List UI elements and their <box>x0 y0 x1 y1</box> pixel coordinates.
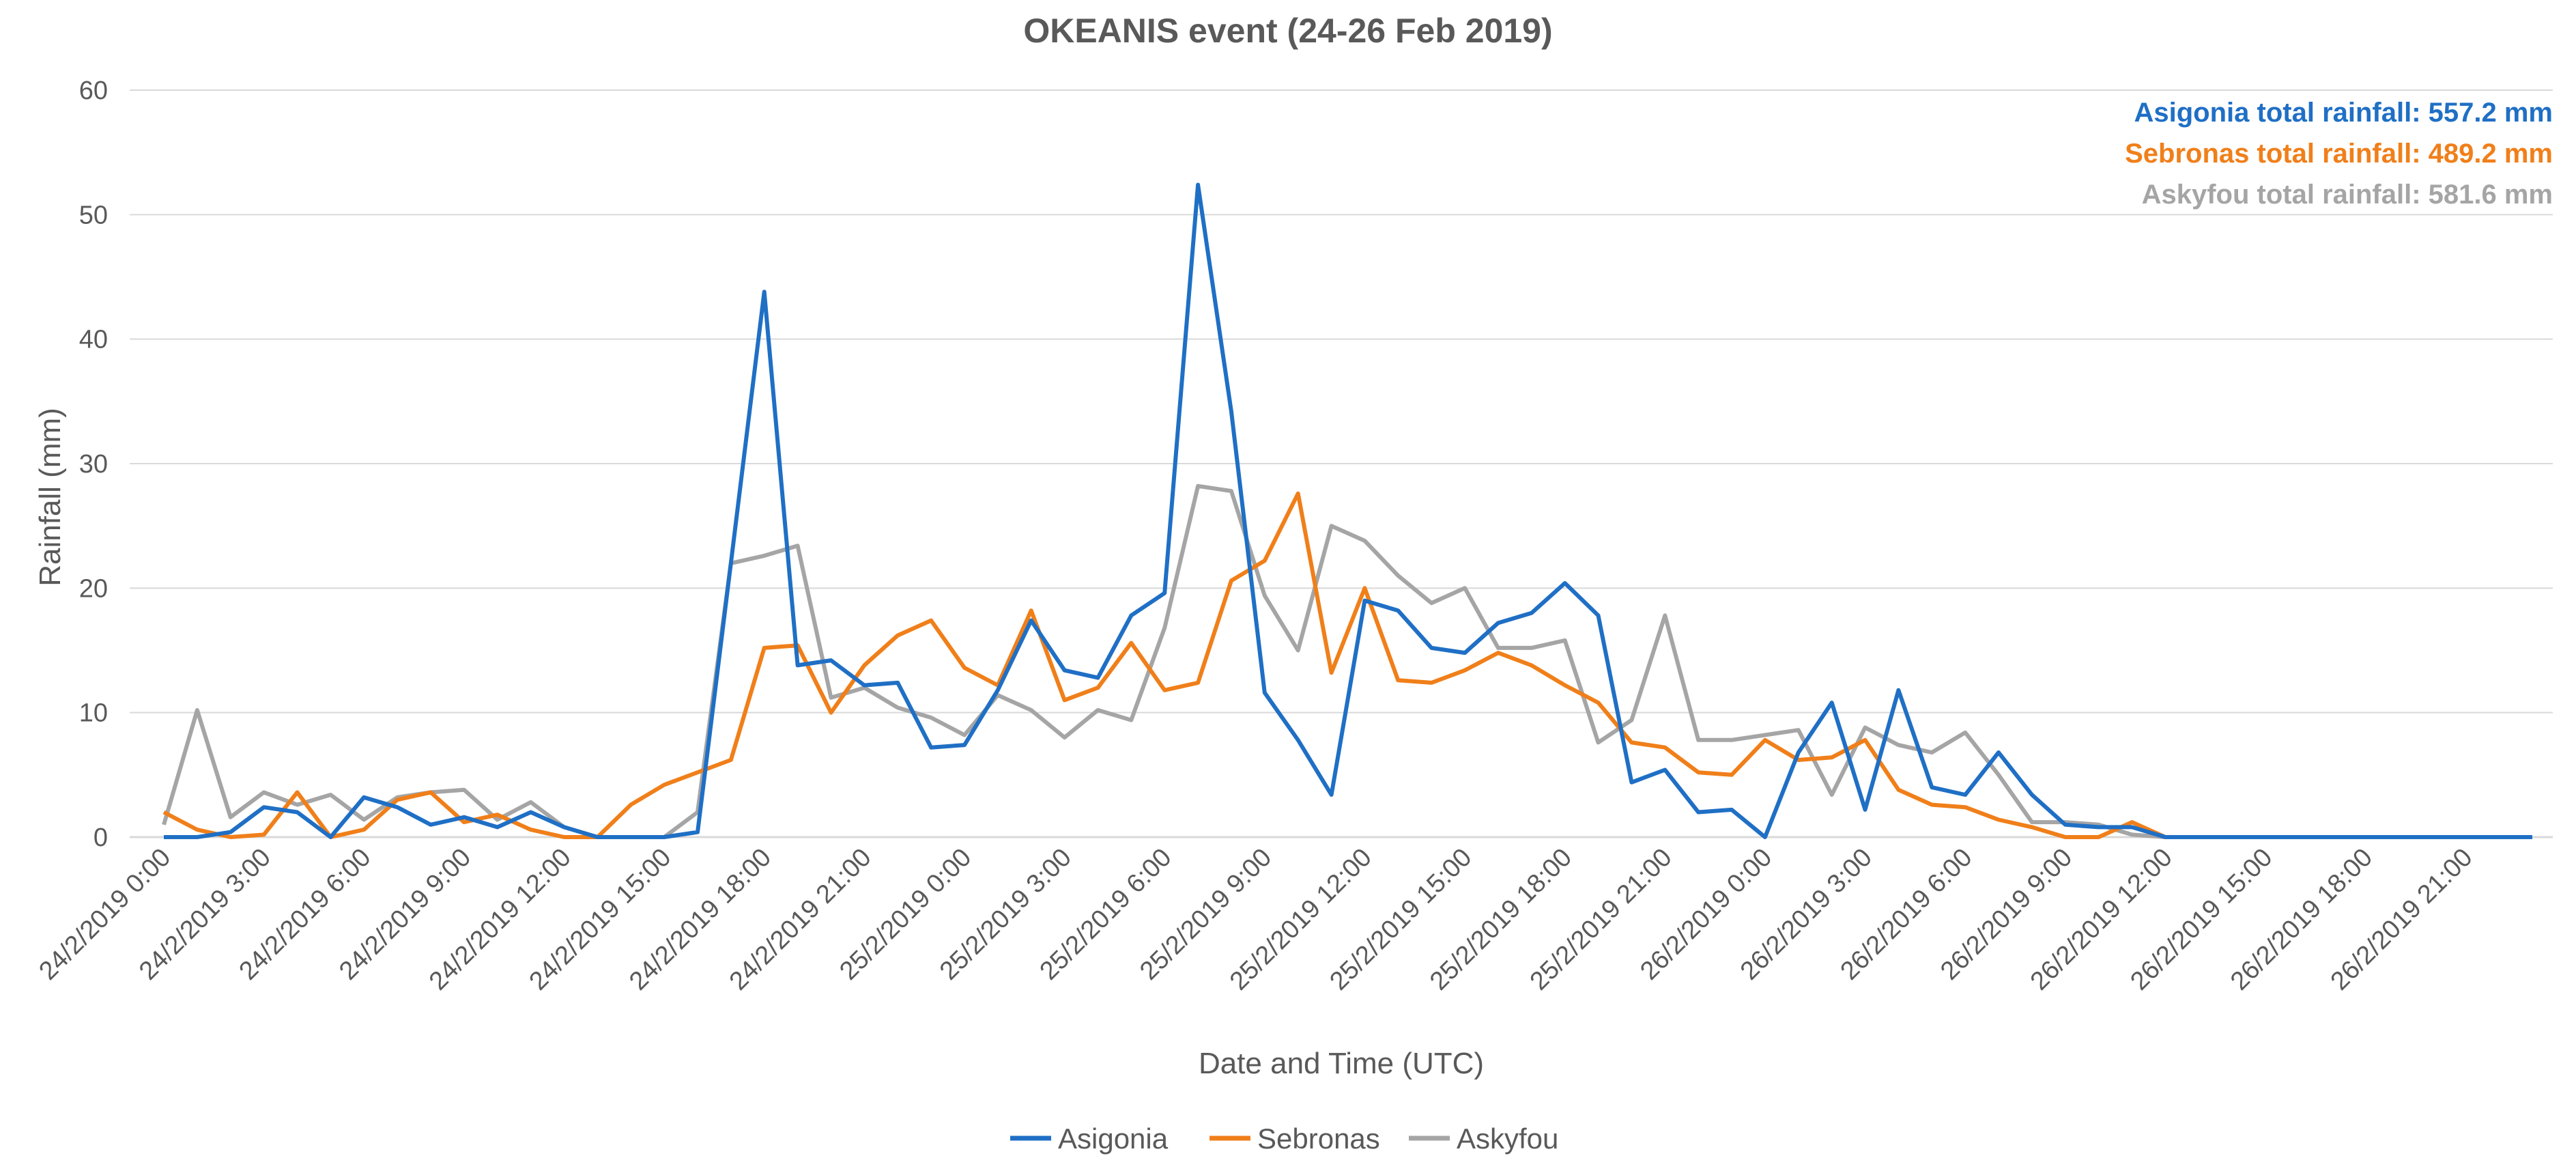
y-tick-label: 0 <box>94 823 108 852</box>
annotation-sebronas-total: Sebronas total rainfall: 489.2 mm <box>2125 139 2553 169</box>
y-tick-label: 30 <box>79 450 108 479</box>
y-axis-ticks: 0 10 20 30 40 50 60 <box>79 76 108 852</box>
legend-label-sebronas: Sebronas <box>1257 1123 1380 1155</box>
y-axis-title: Rainfall (mm) <box>33 408 67 587</box>
legend-label-asigonia: Asigonia <box>1058 1123 1169 1155</box>
x-axis-title: Date and Time (UTC) <box>1199 1047 1484 1080</box>
gridlines <box>130 89 2553 714</box>
annotation-asigonia-total: Asigonia total rainfall: 557.2 mm <box>2134 98 2553 128</box>
chart-title: OKEANIS event (24-26 Feb 2019) <box>1023 12 1552 50</box>
series-line-sebronas <box>162 491 2532 839</box>
legend: Asigonia Sebronas Askyfou <box>1010 1123 1558 1155</box>
series-line-asigonia <box>164 182 2532 839</box>
y-tick-label: 20 <box>79 574 108 603</box>
y-tick-label: 50 <box>79 201 108 229</box>
y-tick-label: 40 <box>79 326 108 354</box>
series-line-askyfou <box>162 483 2532 839</box>
legend-label-askyfou: Askyfou <box>1457 1123 1558 1155</box>
series-lines <box>162 182 2532 839</box>
annotation-askyfou-total: Askyfou total rainfall: 581.6 mm <box>2142 180 2553 210</box>
y-tick-label: 60 <box>79 76 108 105</box>
y-tick-label: 10 <box>79 699 108 728</box>
